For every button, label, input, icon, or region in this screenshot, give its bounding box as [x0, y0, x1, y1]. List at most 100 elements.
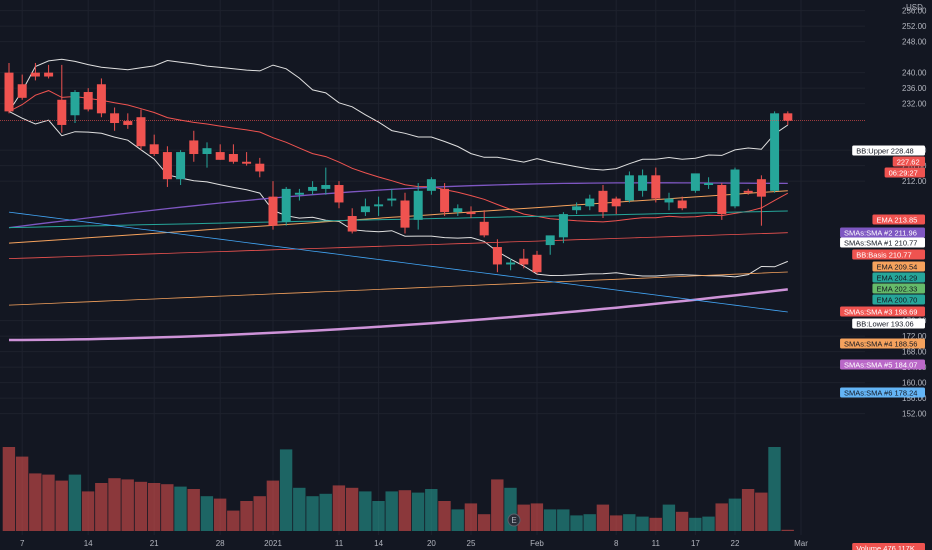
- candle-body: [281, 188, 291, 222]
- volume-bar: [385, 491, 398, 531]
- x-tick-label: 28: [216, 539, 225, 548]
- indicator-tag-label: EMA 204.29: [876, 274, 917, 283]
- candle-body: [70, 92, 80, 116]
- candle-body: [783, 113, 793, 121]
- volume-bar: [213, 498, 227, 531]
- volume-bars: [2, 447, 794, 531]
- candle-body: [189, 140, 199, 155]
- candle-body: [756, 179, 766, 197]
- candle-body: [532, 254, 542, 273]
- candle-body: [611, 198, 621, 207]
- y-tick-label: 240.00: [902, 69, 927, 78]
- volume-bar: [464, 503, 478, 531]
- candle-body: [558, 214, 568, 238]
- y-tick-label: 168.00: [902, 348, 927, 357]
- candle-body: [743, 190, 753, 193]
- volume-bar: [253, 496, 266, 531]
- volume-bar: [636, 516, 649, 531]
- candle-body: [4, 72, 14, 112]
- earnings-marker-label: E: [511, 516, 516, 525]
- candle-body: [360, 206, 370, 213]
- x-tick-label: 14: [84, 539, 93, 548]
- volume-bar: [95, 483, 108, 531]
- indicator-tag-label: EMA 213.85: [876, 216, 917, 225]
- candle-body: [453, 208, 463, 213]
- candle-body: [479, 221, 489, 236]
- volume-bar: [2, 447, 16, 531]
- earnings-marker[interactable]: E: [507, 513, 521, 527]
- volume-bar: [517, 504, 530, 531]
- x-tick-label: 25: [467, 539, 476, 548]
- indicator-tag: [840, 338, 925, 349]
- candle-body: [664, 198, 674, 203]
- volume-bar: [398, 490, 412, 531]
- candle-body: [294, 192, 304, 195]
- indicator-tag: [840, 387, 925, 398]
- indicator-tag-label: SMAs:SMA #4 188.56: [844, 340, 917, 349]
- volume-bar: [68, 474, 82, 531]
- volume-bar: [741, 489, 755, 531]
- y-tick-label: 252.00: [902, 22, 927, 31]
- candle-body: [347, 216, 357, 232]
- candle-body: [136, 117, 146, 147]
- earnings-marker-circle: [507, 513, 521, 527]
- volume-bar: [755, 492, 768, 531]
- indicator-tag: [840, 237, 925, 248]
- time-axis[interactable]: 7 14 21 28 2021 11 14 20 25 Feb 8 11 17 22 Mar: [20, 539, 808, 548]
- candle-body: [730, 169, 740, 207]
- candle-body: [651, 175, 661, 199]
- volume-bar: [557, 509, 570, 531]
- volume-bar: [715, 503, 728, 531]
- y-tick-label: 152.00: [902, 410, 927, 419]
- candle-body: [624, 175, 634, 201]
- volume-bar: [29, 473, 42, 531]
- candle-body: [638, 175, 648, 191]
- candle-body: [572, 206, 582, 211]
- indicator-tag: [872, 272, 925, 283]
- candle-body: [690, 173, 700, 191]
- candle-body: [176, 152, 186, 180]
- candle-body: [228, 154, 238, 162]
- volume-bar: [609, 515, 623, 531]
- volume-bar: [240, 501, 253, 531]
- indicator-tag: [872, 261, 925, 272]
- indicator-tag: [852, 318, 925, 329]
- indicator-tag: [872, 294, 925, 305]
- indicator-tag: [884, 167, 925, 178]
- volume-bar: [306, 496, 319, 531]
- candle-body: [44, 72, 54, 77]
- x-tick-label: 20: [427, 539, 436, 548]
- sma6-line: [8, 211, 788, 313]
- volume-bar: [174, 486, 187, 531]
- ema-orange-line: [8, 190, 788, 244]
- volume-bar: [15, 456, 29, 531]
- volume-bar: [768, 447, 781, 531]
- indicator-tag-label: Volume 476.117K: [856, 544, 915, 550]
- candle-body: [770, 113, 780, 191]
- x-tick-label: 17: [691, 539, 700, 548]
- indicator-tag-label: BB:Upper 228.48: [856, 147, 914, 156]
- indicator-tag-label: EMA 209.54: [876, 263, 917, 272]
- volume-bar: [596, 504, 610, 531]
- volume-bar: [728, 498, 742, 531]
- currency-label: USD: [906, 3, 923, 12]
- x-tick-label: 11: [652, 539, 661, 548]
- x-tick-label: 21: [150, 539, 159, 548]
- volume-bar: [675, 511, 689, 531]
- candle-body: [30, 72, 40, 77]
- candle-body: [242, 161, 252, 164]
- indicator-tag-label: EMA 202.33: [876, 285, 917, 294]
- volume-bar: [200, 496, 214, 531]
- indicator-tag: [852, 145, 925, 156]
- volume-bar: [227, 510, 240, 531]
- indicator-tag-label: SMAs:SMA #6 178.24: [844, 389, 917, 398]
- indicator-tag-label: EMA 200.70: [876, 296, 917, 305]
- volume-bar: [411, 492, 425, 531]
- indicator-tag: [852, 543, 925, 550]
- x-tick-label: 8: [614, 539, 619, 548]
- volume-bar: [530, 503, 544, 531]
- x-tick-label: 2021: [264, 539, 282, 548]
- indicator-tag-label: SMAs:SMA #2 211.96: [844, 229, 917, 238]
